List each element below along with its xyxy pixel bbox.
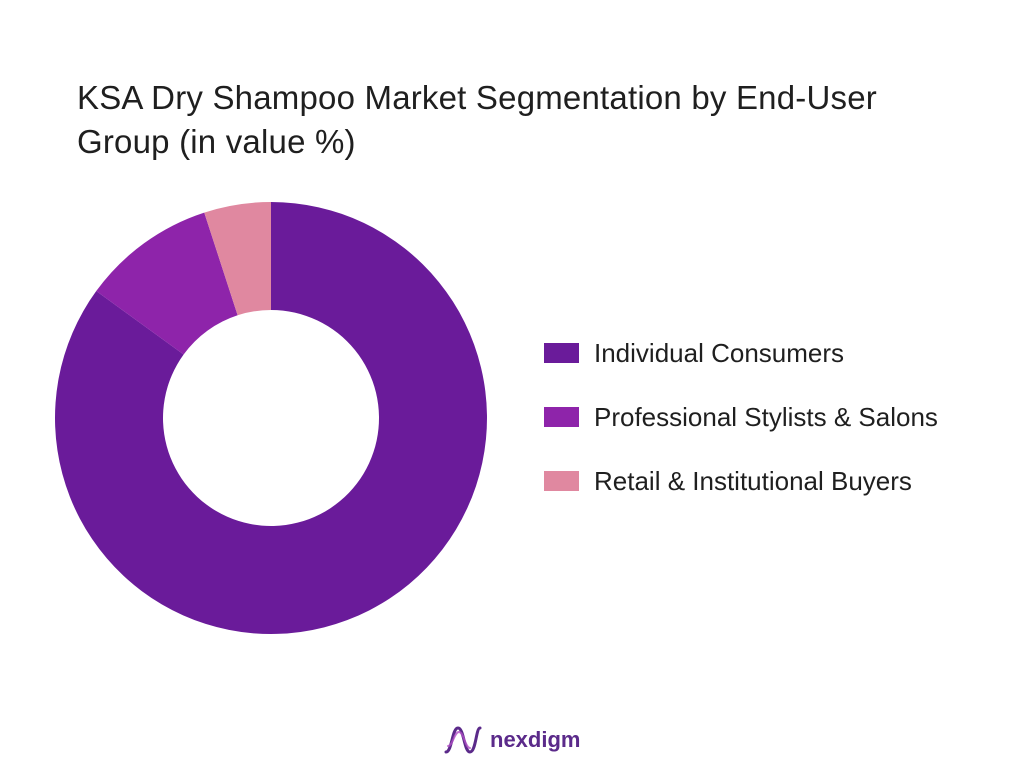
legend-label: Individual Consumers — [594, 338, 845, 368]
legend-item-individual-consumers: Individual Consumers — [544, 333, 938, 373]
chart-title: KSA Dry Shampoo Market Segmentation by E… — [77, 79, 877, 160]
legend-item-professional-stylists: Professional Stylists & Salons — [544, 397, 938, 437]
logo-text: nexdigm — [490, 727, 581, 752]
legend-swatch — [544, 407, 579, 427]
donut-slice-retail-institutional-buyers — [204, 202, 271, 316]
legend-item-retail-institutional: Retail & Institutional Buyers — [544, 461, 938, 501]
donut-slice-professional-stylists-salons — [96, 212, 238, 355]
legend-swatch — [544, 471, 579, 491]
legend-label: Professional Stylists & Salons — [594, 402, 938, 432]
donut-slice-individual-consumers — [54, 202, 487, 634]
legend-label: Retail & Institutional Buyers — [594, 466, 912, 496]
logo-wave-icon — [444, 726, 482, 754]
nexdigm-logo: nexdigm — [444, 724, 580, 756]
chart-legend: Individual Consumers Professional Stylis… — [544, 333, 938, 525]
legend-swatch — [544, 343, 579, 363]
